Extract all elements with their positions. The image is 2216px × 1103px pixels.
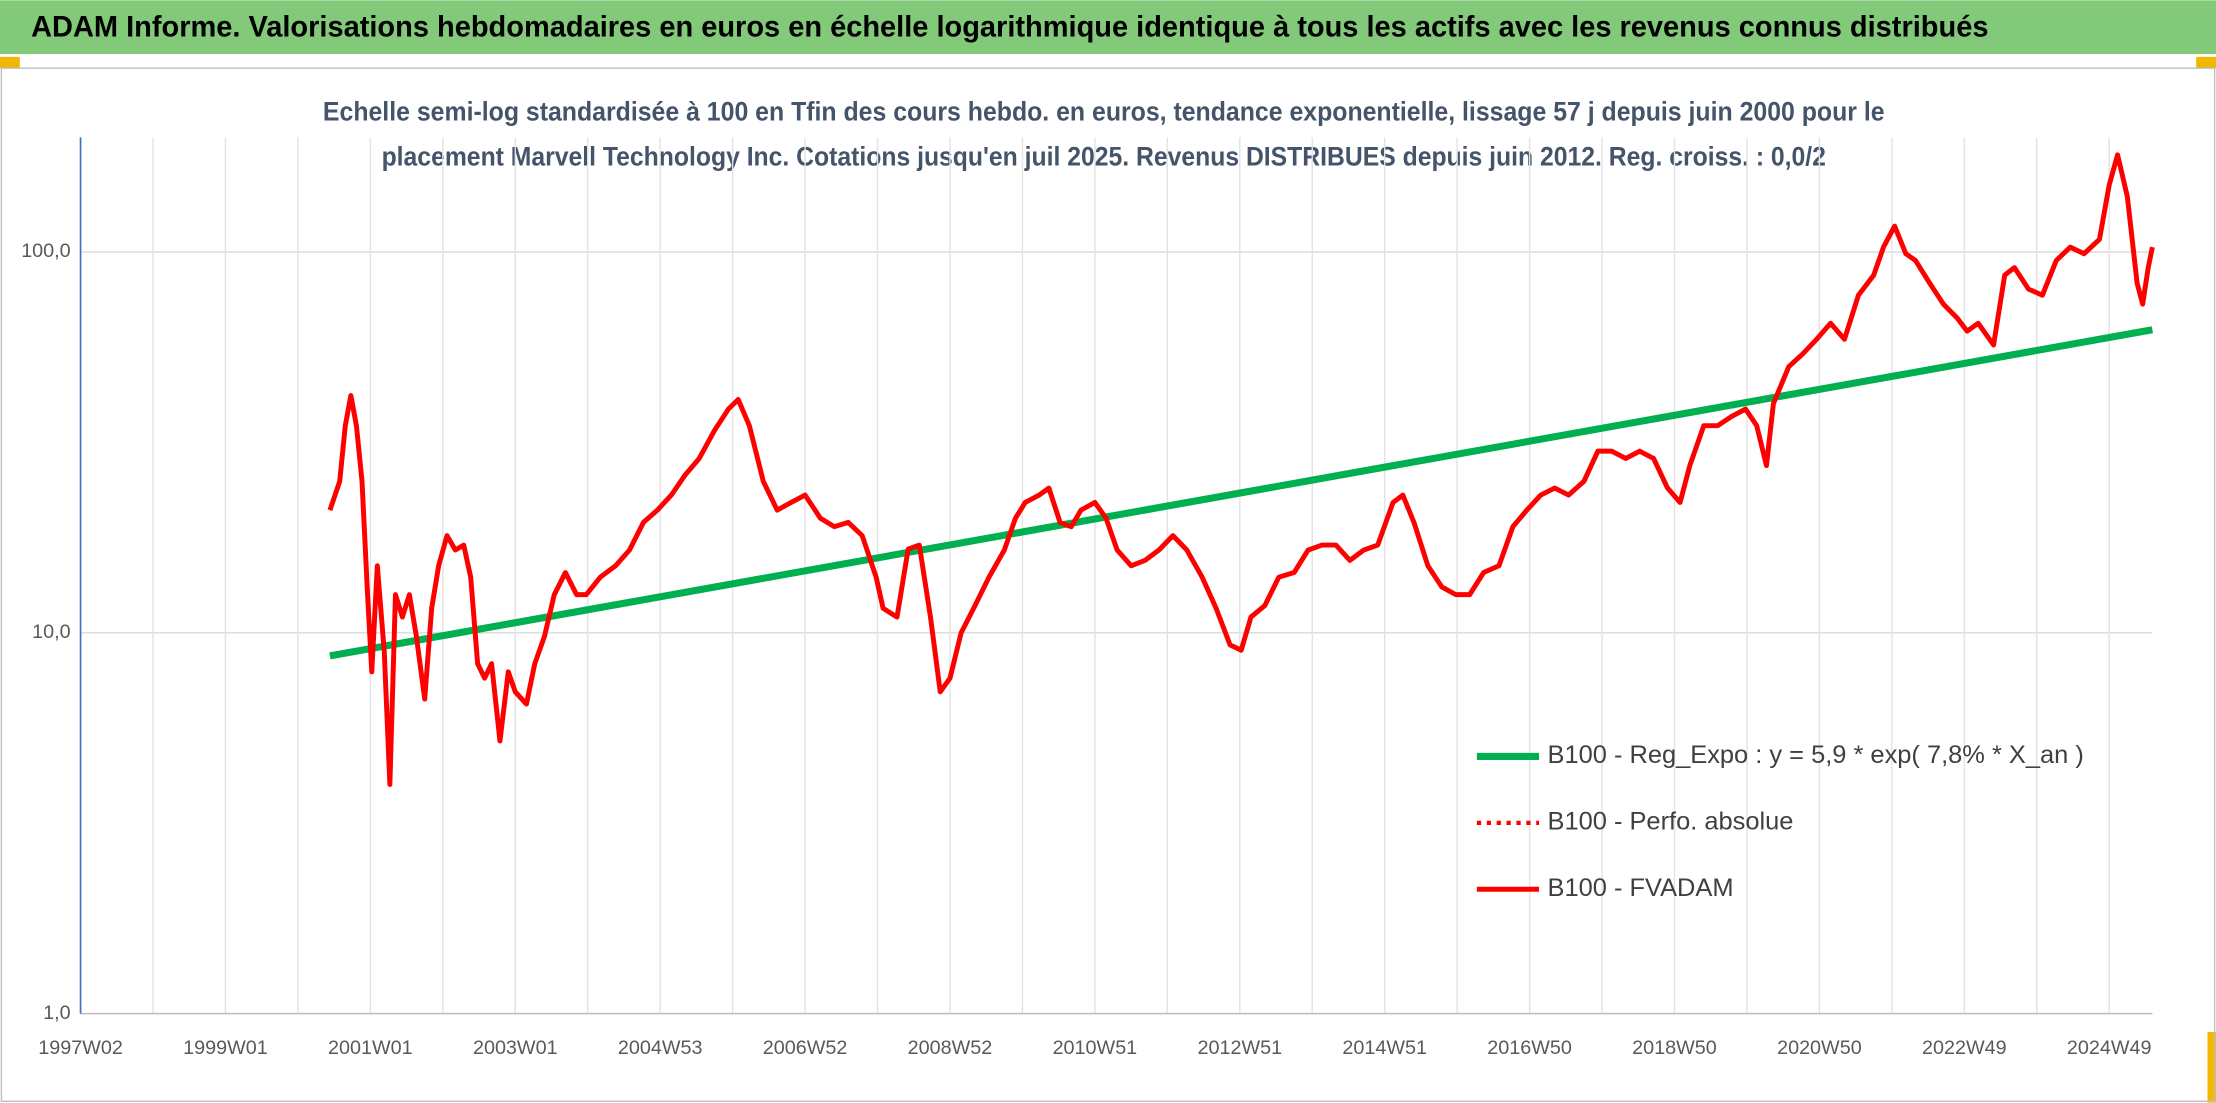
lines [327,152,2155,787]
plot-frame [0,67,2216,1102]
x-tick-label: 2024W49 [2067,1037,2152,1059]
corner-mark [0,56,20,69]
corner-mark [2207,1032,2216,1103]
x-tick-label: 2004W53 [618,1037,703,1059]
x-tick-label: 2006W52 [763,1037,848,1059]
x-tick-label: 2020W50 [1777,1037,1862,1059]
x-tick-label: 2016W50 [1487,1037,1572,1059]
chart-title: ADAM Informe. Valorisations hebdomadaire… [31,10,1988,43]
grid: 1,0 10,0 100,0 1997W02 1999W01 2001W01 2003W01… [21,137,2153,1059]
x-tick-label: 2001W01 [328,1037,413,1059]
chart-subtitle: placement Marvell Technology Inc. Cotati… [382,142,1826,172]
legend-label: B100 - Reg_Expo : y = 5,9 * exp( 7,8% * … [1548,741,2084,769]
legend-label: B100 - FVADAM [1548,874,1734,902]
legend-label: B100 - Perfo. absolue [1548,808,1794,836]
chart-subtitle: Echelle semi-log standardisée à 100 en T… [323,96,1885,126]
x-tick-label: 1997W02 [38,1037,123,1059]
series-line [327,152,2155,787]
x-tick-label: 2012W51 [1197,1037,1282,1059]
series-line [329,326,2154,660]
y-tick-label: 1,0 [43,1002,70,1024]
legend: B100 - Reg_Expo : y = 5,9 * exp( 7,8% * … [1476,741,2084,902]
x-tick-label: 2008W52 [908,1037,993,1059]
x-tick-label: 2022W49 [1922,1037,2007,1059]
x-tick-label: 2003W01 [473,1037,558,1059]
x-tick-label: 2010W51 [1053,1037,1138,1059]
x-tick-label: 1999W01 [183,1037,268,1059]
corner-mark [2196,56,2216,69]
x-tick-label: 2018W50 [1632,1037,1717,1059]
x-tick-label: 2014W51 [1342,1037,1427,1059]
y-tick-label: 100,0 [21,240,70,262]
y-tick-label: 10,0 [32,621,70,643]
title-band [0,0,2216,55]
